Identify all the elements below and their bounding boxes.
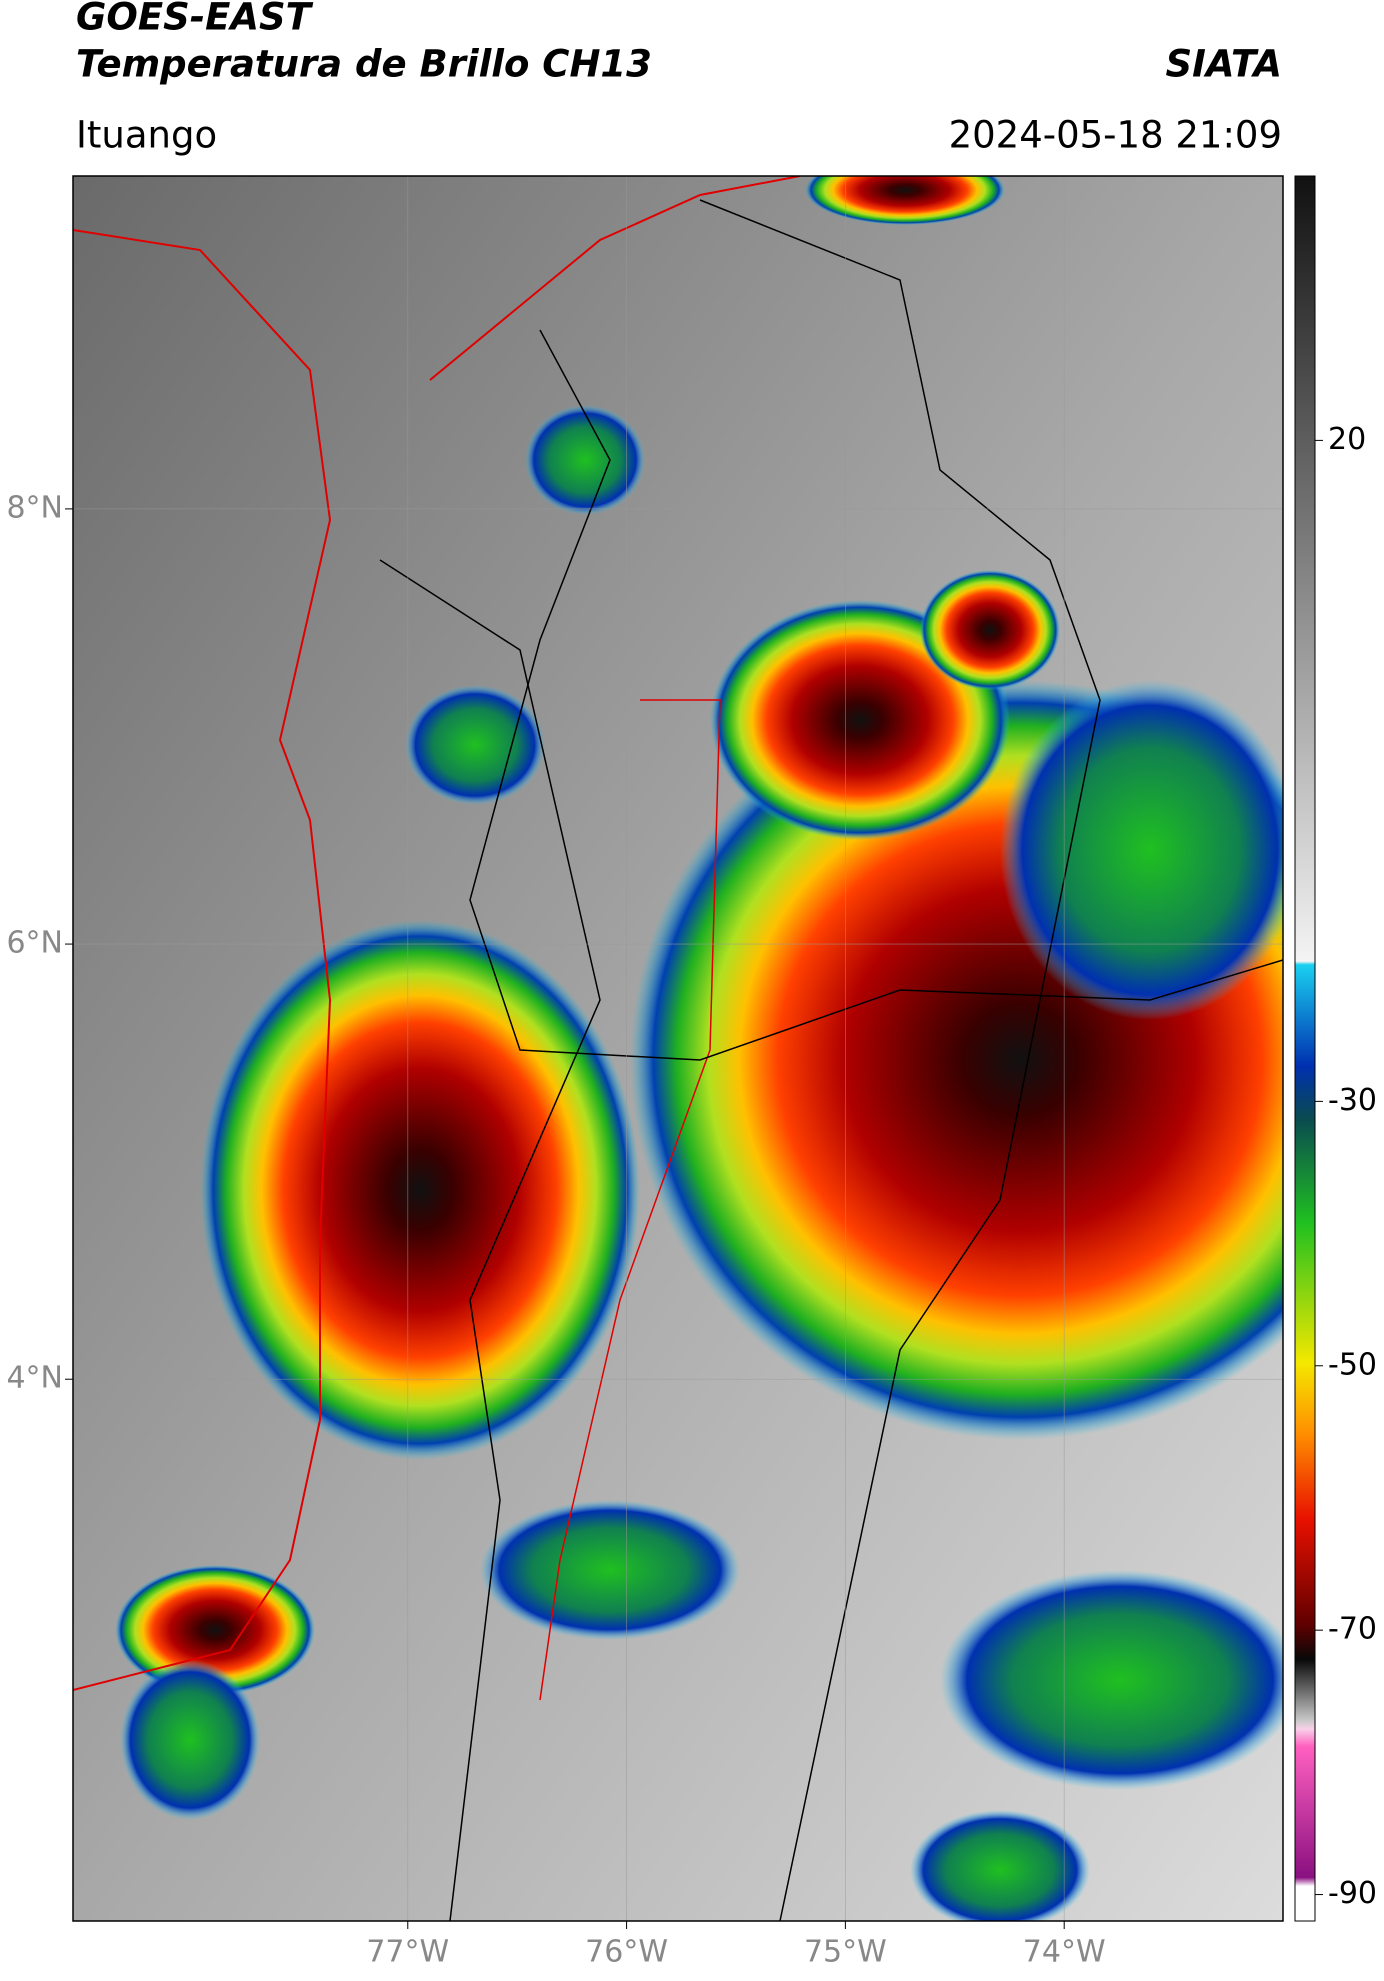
- colorbar-tick-label: -50: [1328, 1347, 1377, 1382]
- lat-tick-label: 6°N: [6, 926, 63, 961]
- boundary: [539, 699, 721, 1701]
- cloud: [200, 920, 640, 1460]
- lat-tick-label: 4°N: [6, 1361, 63, 1396]
- boundary: [469, 329, 1283, 1061]
- coastline: [73, 229, 332, 1691]
- cloud: [805, 176, 1005, 225]
- location: Ituango: [76, 114, 217, 157]
- subtitle: Temperatura de Brillo CH13: [76, 43, 652, 86]
- graticule: [73, 176, 1283, 1921]
- colorbar-tick-label: 20: [1328, 422, 1366, 457]
- lat-tick-label: 8°N: [6, 490, 63, 525]
- lon-tick-label: 75°W: [804, 1935, 887, 1970]
- colorbar-tick-label: -90: [1328, 1876, 1377, 1911]
- datetime: 2024-05-18 21:09: [949, 114, 1282, 157]
- cloud: [405, 685, 545, 805]
- cloud: [910, 1810, 1090, 1921]
- title: GOES-EAST: [76, 0, 314, 39]
- boundary: [699, 199, 1101, 1921]
- satellite-image: [73, 176, 1283, 1921]
- colorbar-tick-label: -30: [1328, 1083, 1377, 1118]
- boundary: [379, 559, 601, 1921]
- cloud: [940, 1570, 1283, 1790]
- lon-tick-label: 76°W: [585, 1935, 668, 1970]
- colorbar-tick-label: -70: [1328, 1612, 1377, 1647]
- colorbar: [1294, 175, 1316, 1922]
- cloud: [120, 1660, 260, 1820]
- lon-tick-label: 77°W: [366, 1935, 449, 1970]
- source: SIATA: [1165, 43, 1282, 86]
- cloud: [920, 570, 1060, 690]
- cloud: [525, 405, 645, 515]
- cloud: [480, 1500, 740, 1640]
- lon-tick-label: 74°W: [1023, 1935, 1106, 1970]
- cloud: [1000, 680, 1283, 1020]
- coastline: [429, 176, 801, 381]
- map-frame: [72, 175, 1284, 1922]
